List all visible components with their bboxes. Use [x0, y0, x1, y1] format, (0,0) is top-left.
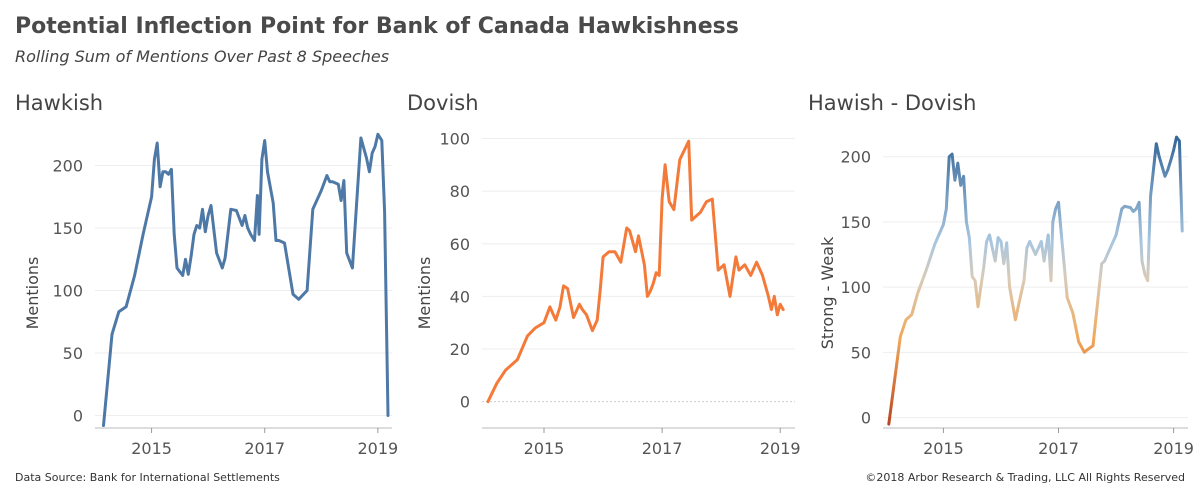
x-tick-label: 2015 — [131, 439, 172, 458]
x-tick-label: 2017 — [244, 439, 285, 458]
chart-title: Hawkish — [15, 91, 103, 115]
series-line — [102, 132, 390, 427]
y-tick-label: 50 — [851, 343, 871, 362]
series-line — [486, 139, 785, 404]
x-tick-label: 2015 — [524, 439, 565, 458]
y-tick-label: 200 — [52, 157, 83, 176]
y-axis-label: Mentions — [415, 257, 434, 330]
x-tick-label: 2019 — [760, 439, 801, 458]
y-tick-label: 60 — [450, 235, 470, 254]
y-axis-label: Strong - Weak — [818, 236, 837, 349]
y-tick-label: 100 — [52, 282, 83, 301]
x-tick-label: 2017 — [642, 439, 683, 458]
y-tick-label: 50 — [63, 344, 83, 363]
y-tick-label: 20 — [450, 340, 470, 359]
x-tick-label: 2015 — [923, 439, 964, 458]
page-title: Potential Inflection Point for Bank of C… — [15, 14, 739, 39]
x-tick-label: 2017 — [1038, 439, 1079, 458]
y-tick-label: 100 — [439, 130, 470, 149]
series-line — [887, 135, 1184, 426]
x-tick-label: 2019 — [1153, 439, 1194, 458]
chart-panel-2: Dovish 0 20 40 60 80 100 2015 2017 2019 Mentions — [407, 91, 801, 458]
y-tick-label: 0 — [460, 393, 470, 412]
copyright-note: ©2018 Arbor Research & Trading, LLC All … — [865, 471, 1185, 484]
data-source-note: Data Source: Bank for International Sett… — [15, 471, 280, 484]
page-subtitle: Rolling Sum of Mentions Over Past 8 Spee… — [15, 47, 390, 66]
y-tick-label: 40 — [450, 287, 470, 306]
y-tick-label: 0 — [73, 407, 83, 426]
chart-title: Hawish - Dovish — [808, 91, 976, 115]
chart-panel-3: Hawish - Dovish 0 50 100 150 200 2015 2017 2019 S… — [808, 91, 1194, 458]
y-axis-label: Mentions — [23, 257, 42, 330]
y-tick-label: 200 — [840, 148, 871, 167]
y-tick-label: 80 — [450, 182, 470, 201]
y-tick-label: 150 — [840, 213, 871, 232]
x-tick-label: 2019 — [357, 439, 398, 458]
y-tick-label: 100 — [840, 278, 871, 297]
chart-panel-1: Hawkish 0 50 100 150 200 2015 2017 2019 Mentions — [15, 91, 398, 458]
y-tick-label: 0 — [861, 409, 871, 428]
y-tick-label: 150 — [52, 219, 83, 238]
chart-title: Dovish — [407, 91, 479, 115]
